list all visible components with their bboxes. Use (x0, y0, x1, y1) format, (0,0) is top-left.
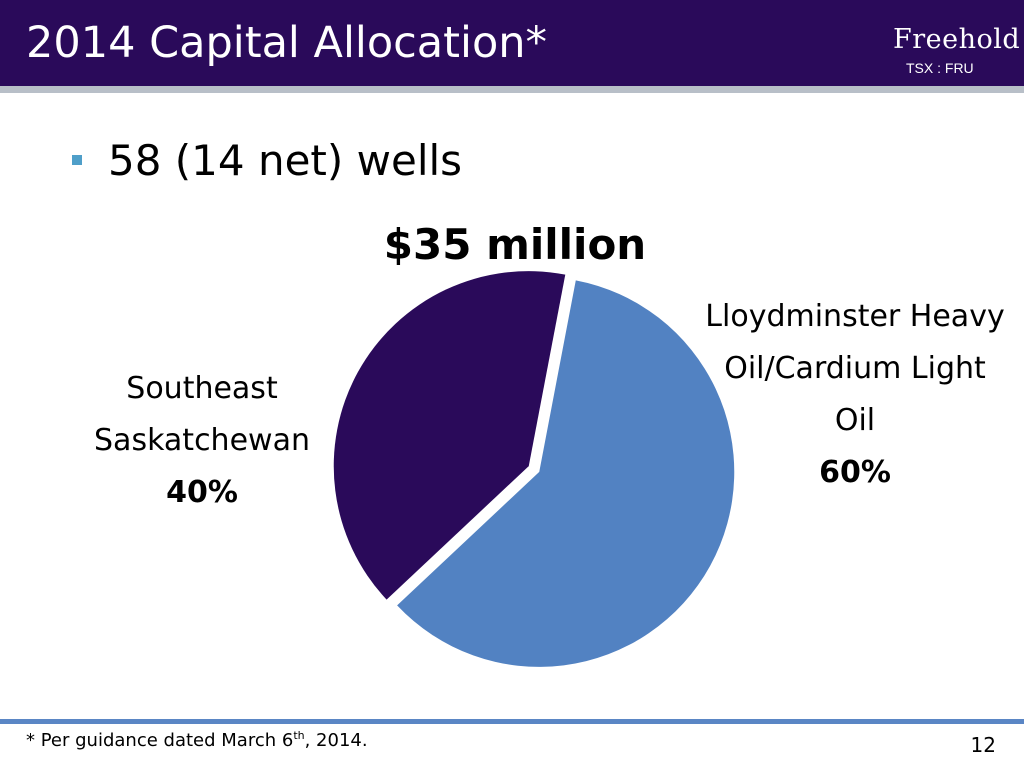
company-logo: Freehold (893, 24, 1021, 55)
title-bar-divider (0, 86, 1024, 93)
bullet-text: 58 (14 net) wells (108, 135, 463, 185)
footnote-text: * Per guidance dated March 6 (26, 730, 294, 751)
pie-slice-1 (333, 271, 566, 600)
pie-slice-0 (397, 280, 735, 667)
slice-label-southeast-saskatchewan: Southeast Saskatchewan 40% (62, 363, 342, 519)
slide-title: 2014 Capital Allocation* (26, 18, 548, 68)
bullet-item: 58 (14 net) wells (72, 134, 462, 186)
ticker-symbol: TSX : FRU (906, 60, 974, 76)
page-number: 12 (970, 733, 996, 757)
slice-label-line: Oil (834, 403, 876, 438)
slice-label-line: Oil/Cardium Light (724, 351, 986, 386)
slice-percent-label: 60% (819, 455, 891, 490)
slice-label-line: Southeast (126, 371, 278, 406)
footnote-text-end: , 2014. (304, 730, 368, 751)
bullet-square-icon (72, 155, 82, 165)
title-bar (0, 0, 1024, 86)
slice-label-line: Saskatchewan (94, 423, 310, 458)
chart-title: $35 million (383, 220, 647, 269)
slice-label-line: Lloydminster Heavy (705, 299, 1005, 334)
footnote-superscript: th (293, 729, 305, 742)
footer-divider (0, 719, 1024, 724)
slice-percent-label: 40% (166, 475, 238, 510)
footnote: * Per guidance dated March 6th, 2014. (26, 729, 368, 751)
slice-label-lloydminster: Lloydminster Heavy Oil/Cardium Light Oil… (675, 291, 1024, 499)
